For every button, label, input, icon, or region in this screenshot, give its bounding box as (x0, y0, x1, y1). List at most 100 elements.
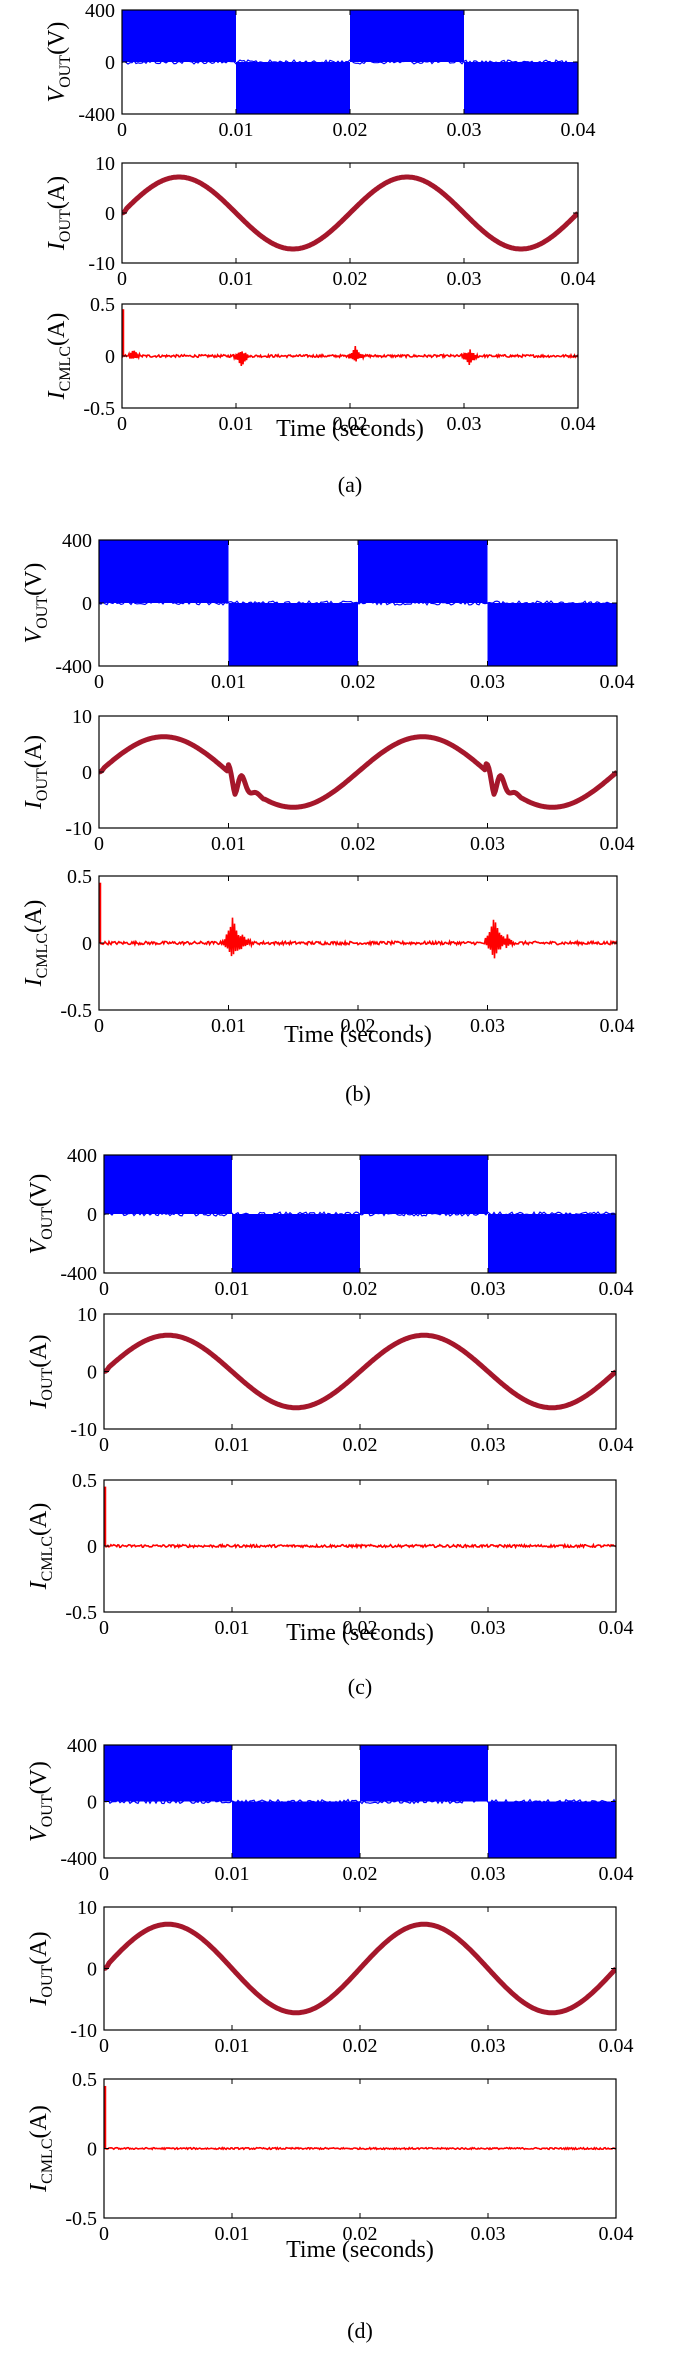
y-axis-label: VOUT(V) (21, 563, 51, 644)
y-tick-label: 0 (87, 1959, 97, 1981)
vout-pulse-block (236, 62, 350, 114)
plot-area (122, 309, 578, 366)
x-tick-label: 0.03 (470, 671, 505, 693)
y-tick-label: 0 (87, 1362, 97, 1384)
plot-area (122, 174, 578, 252)
y-axis-label: IOUT(A) (21, 735, 51, 810)
vout-ripple-line (104, 1210, 616, 1217)
x-tick-label: 0.04 (599, 2035, 634, 2057)
x-tick-label: 0 (99, 2035, 109, 2057)
x-axis-label: Time (seconds) (286, 1620, 434, 1646)
y-tick-label: 0.5 (72, 2069, 97, 2091)
x-tick-label: 0.02 (343, 2035, 378, 2057)
iout-series (104, 1332, 616, 1411)
vout-pulse-block (122, 10, 236, 62)
x-tick-label: 0 (117, 119, 127, 141)
y-tick-label: 0.5 (72, 1470, 97, 1492)
y-tick-label: -400 (60, 1848, 97, 1870)
x-tick-label: 0.01 (219, 413, 254, 435)
y-tick-label: 0.5 (67, 866, 92, 888)
x-tick-label: 0.02 (343, 1863, 378, 1885)
y-tick-label: 0.5 (90, 294, 115, 316)
x-tick-label: 0.02 (343, 2223, 378, 2245)
y-axis-label: VOUT(V) (26, 1761, 56, 1842)
x-tick-label: 0.01 (215, 1278, 250, 1300)
x-tick-label: 0 (117, 413, 127, 435)
x-tick-label: 0.04 (561, 413, 596, 435)
y-tick-label: 10 (77, 1304, 97, 1326)
vout-pulse-block (232, 1801, 360, 1858)
x-tick-label: 0.02 (341, 671, 376, 693)
x-tick-label: 0 (94, 1015, 104, 1037)
y-tick-label: -10 (65, 818, 92, 840)
x-tick-label: 0.04 (600, 671, 635, 693)
vout-pulse-block (228, 603, 358, 666)
x-tick-label: 0 (99, 1434, 109, 1456)
iout-series (122, 174, 578, 252)
x-tick-label: 0.02 (333, 413, 368, 435)
x-tick-label: 0.04 (561, 119, 596, 141)
y-axis-label: ICMLC(A) (21, 900, 51, 988)
x-tick-label: 0.04 (599, 1278, 634, 1300)
x-tick-label: 0.01 (219, 268, 254, 290)
y-tick-label: 400 (67, 1145, 97, 1167)
y-tick-label: 0 (87, 1792, 97, 1814)
y-axis-label: IOUT(A) (26, 1334, 56, 1409)
x-tick-label: 0 (94, 671, 104, 693)
vout-pulse-block (99, 540, 229, 603)
y-tick-label: -0.5 (83, 398, 115, 420)
x-axis-label: Time (seconds) (284, 1022, 432, 1048)
y-axis-label: VOUT(V) (44, 22, 74, 103)
vout-pulse-block (350, 10, 464, 62)
x-tick-label: 0.02 (341, 1015, 376, 1037)
x-tick-label: 0.01 (219, 119, 254, 141)
x-tick-label: 0 (99, 1617, 109, 1639)
y-tick-label: 0 (82, 762, 92, 784)
y-tick-label: -400 (78, 104, 115, 126)
x-tick-label: 0.03 (471, 2223, 506, 2245)
y-tick-label: 0 (82, 593, 92, 615)
x-tick-label: 0 (117, 268, 127, 290)
x-tick-label: 0.01 (215, 1434, 250, 1456)
panel-caption: (a) (338, 472, 362, 497)
panel-caption: (d) (347, 2318, 373, 2343)
y-tick-label: -10 (70, 1419, 97, 1441)
x-tick-label: 0.03 (471, 1434, 506, 1456)
x-tick-label: 0.03 (470, 833, 505, 855)
x-tick-label: 0.04 (599, 1863, 634, 1885)
x-tick-label: 0.01 (215, 2223, 250, 2245)
y-tick-label: -0.5 (65, 1602, 97, 1624)
x-tick-label: 0 (99, 1278, 109, 1300)
plot-area (122, 10, 578, 114)
x-tick-label: 0.01 (215, 1617, 250, 1639)
y-tick-label: 0 (87, 2139, 97, 2161)
y-tick-label: 400 (62, 530, 92, 552)
x-tick-label: 0.03 (471, 1617, 506, 1639)
x-tick-label: 0.03 (447, 119, 482, 141)
vout-ripple-line (122, 59, 578, 65)
y-tick-label: -10 (88, 253, 115, 275)
y-tick-label: 0 (87, 1204, 97, 1226)
y-tick-label: 0 (105, 203, 115, 225)
vout-ripple-line (104, 1798, 616, 1805)
icmlc-series (104, 2146, 616, 2151)
y-tick-label: 10 (95, 153, 115, 175)
panel-caption: (b) (345, 1081, 371, 1106)
x-tick-label: 0.01 (211, 833, 246, 855)
vout-pulse-block (358, 540, 488, 603)
x-tick-label: 0.03 (470, 1015, 505, 1037)
x-tick-label: 0.03 (447, 413, 482, 435)
vout-pulse-block (360, 1745, 488, 1802)
x-tick-label: 0.02 (333, 268, 368, 290)
y-axis-label: IOUT(A) (26, 1931, 56, 2006)
x-axis-label: Time (seconds) (286, 2237, 434, 2263)
plot-area (104, 1486, 616, 1550)
y-tick-label: 0 (87, 1536, 97, 1558)
